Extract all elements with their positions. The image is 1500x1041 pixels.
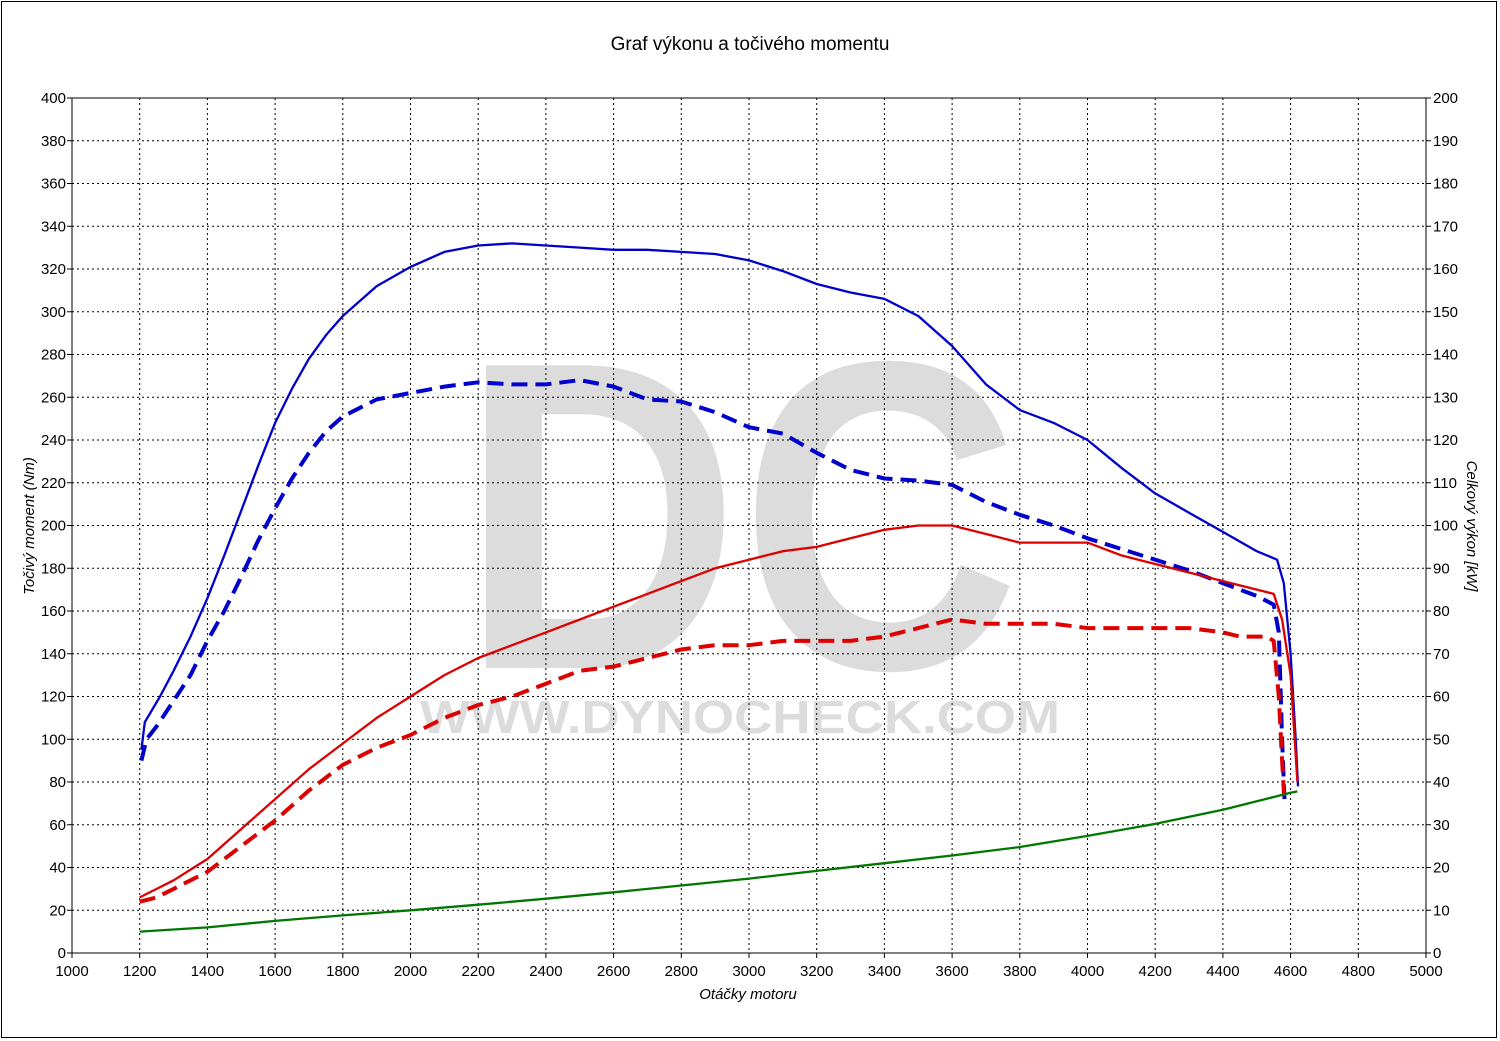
- x-tick-label: 4000: [1071, 963, 1104, 980]
- x-tick-label: 4800: [1342, 963, 1375, 980]
- y-left-tick-label: 60: [49, 817, 66, 834]
- x-tick-label: 2400: [529, 963, 562, 980]
- y-right-tick-label: 120: [1433, 432, 1458, 449]
- watermark-url: WWW.DYNOCHECK.COM: [420, 691, 1060, 743]
- y-right-tick-label: 30: [1433, 817, 1450, 834]
- y-right-tick-label: 70: [1433, 646, 1450, 663]
- y-right-tick-label: 90: [1433, 560, 1450, 577]
- y-axis-left-label: Točivý moment (Nm): [21, 457, 38, 595]
- x-tick-label: 1800: [326, 963, 359, 980]
- series-line-1: [140, 242, 1300, 787]
- y-right-tick-label: 100: [1433, 518, 1458, 535]
- x-tick-label: 3200: [800, 963, 833, 980]
- y-left-tick-label: 400: [41, 90, 66, 107]
- x-tick-label: 1400: [191, 963, 224, 980]
- x-tick-label: 4200: [1139, 963, 1172, 980]
- y-left-tick-label: 100: [41, 731, 66, 748]
- y-left-tick-label: 140: [41, 646, 66, 663]
- y-left-tick-label: 340: [41, 218, 66, 235]
- y-right-tick-label: 10: [1433, 902, 1450, 919]
- y-right-tick-label: 150: [1433, 304, 1458, 321]
- y-right-tick-label: 180: [1433, 176, 1458, 193]
- y-axis-right-label: Celkový výkon [kW]: [1463, 461, 1480, 593]
- y-right-tick-label: 20: [1433, 860, 1450, 877]
- y-right-tick-label: 40: [1433, 774, 1450, 791]
- axis-ticks: 1000 1200 1400 1600 1800 2000 2200 2400 2600 2800…: [41, 90, 1458, 980]
- y-right-tick-label: 130: [1433, 389, 1458, 406]
- y-left-tick-label: 80: [49, 774, 66, 791]
- y-left-tick-label: 320: [41, 261, 66, 278]
- x-tick-label: 3600: [935, 963, 968, 980]
- x-tick-label: 3800: [1003, 963, 1036, 980]
- y-right-tick-label: 0: [1433, 945, 1441, 962]
- y-left-tick-label: 200: [41, 518, 66, 535]
- y-right-tick-label: 60: [1433, 689, 1450, 706]
- y-left-tick-label: 120: [41, 689, 66, 706]
- y-left-tick-label: 40: [49, 860, 66, 877]
- x-tick-label: 2800: [665, 963, 698, 980]
- y-left-tick-label: 360: [41, 176, 66, 193]
- y-left-tick-label: 300: [41, 304, 66, 321]
- watermark: DC WWW.DYNOCHECK.COM: [420, 271, 1060, 762]
- x-tick-label: 2200: [462, 963, 495, 980]
- x-tick-label: 3400: [868, 963, 901, 980]
- y-right-tick-label: 160: [1433, 261, 1458, 278]
- x-tick-label: 3000: [732, 963, 765, 980]
- watermark-logo: DC: [460, 271, 1020, 762]
- x-axis-label: Otáčky motoru: [699, 986, 797, 1003]
- y-left-tick-label: 160: [41, 603, 66, 620]
- y-right-tick-label: 50: [1433, 731, 1450, 748]
- series-group: [139, 242, 1300, 933]
- y-right-tick-label: 80: [1433, 603, 1450, 620]
- y-right-tick-label: 140: [1433, 347, 1458, 364]
- y-right-tick-label: 110: [1433, 475, 1457, 492]
- series-line-4: [139, 617, 1287, 904]
- y-left-tick-label: 260: [41, 389, 66, 406]
- x-tick-label: 4400: [1206, 963, 1239, 980]
- y-left-tick-label: 220: [41, 475, 66, 492]
- y-left-tick-label: 0: [58, 945, 66, 962]
- y-right-tick-label: 190: [1433, 133, 1458, 150]
- x-tick-label: 2000: [394, 963, 427, 980]
- grid: [72, 98, 1426, 953]
- series-line-2: [139, 378, 1287, 800]
- x-tick-label: 1200: [123, 963, 156, 980]
- y-left-tick-label: 20: [49, 902, 66, 919]
- chart-title: Graf výkonu a točivého momentu: [610, 34, 890, 55]
- y-left-tick-label: 240: [41, 432, 66, 449]
- x-tick-label: 5000: [1409, 963, 1442, 980]
- y-left-tick-label: 280: [41, 347, 66, 364]
- x-tick-label: 4600: [1274, 963, 1307, 980]
- x-tick-label: 1600: [258, 963, 291, 980]
- y-left-tick-label: 380: [41, 133, 66, 150]
- series-line-3: [139, 524, 1299, 899]
- y-right-tick-label: 170: [1433, 218, 1458, 235]
- y-right-tick-label: 200: [1433, 90, 1458, 107]
- x-tick-label: 1000: [55, 963, 88, 980]
- series-line-5: [139, 790, 1298, 933]
- y-left-tick-label: 180: [41, 560, 66, 577]
- x-tick-label: 2600: [597, 963, 630, 980]
